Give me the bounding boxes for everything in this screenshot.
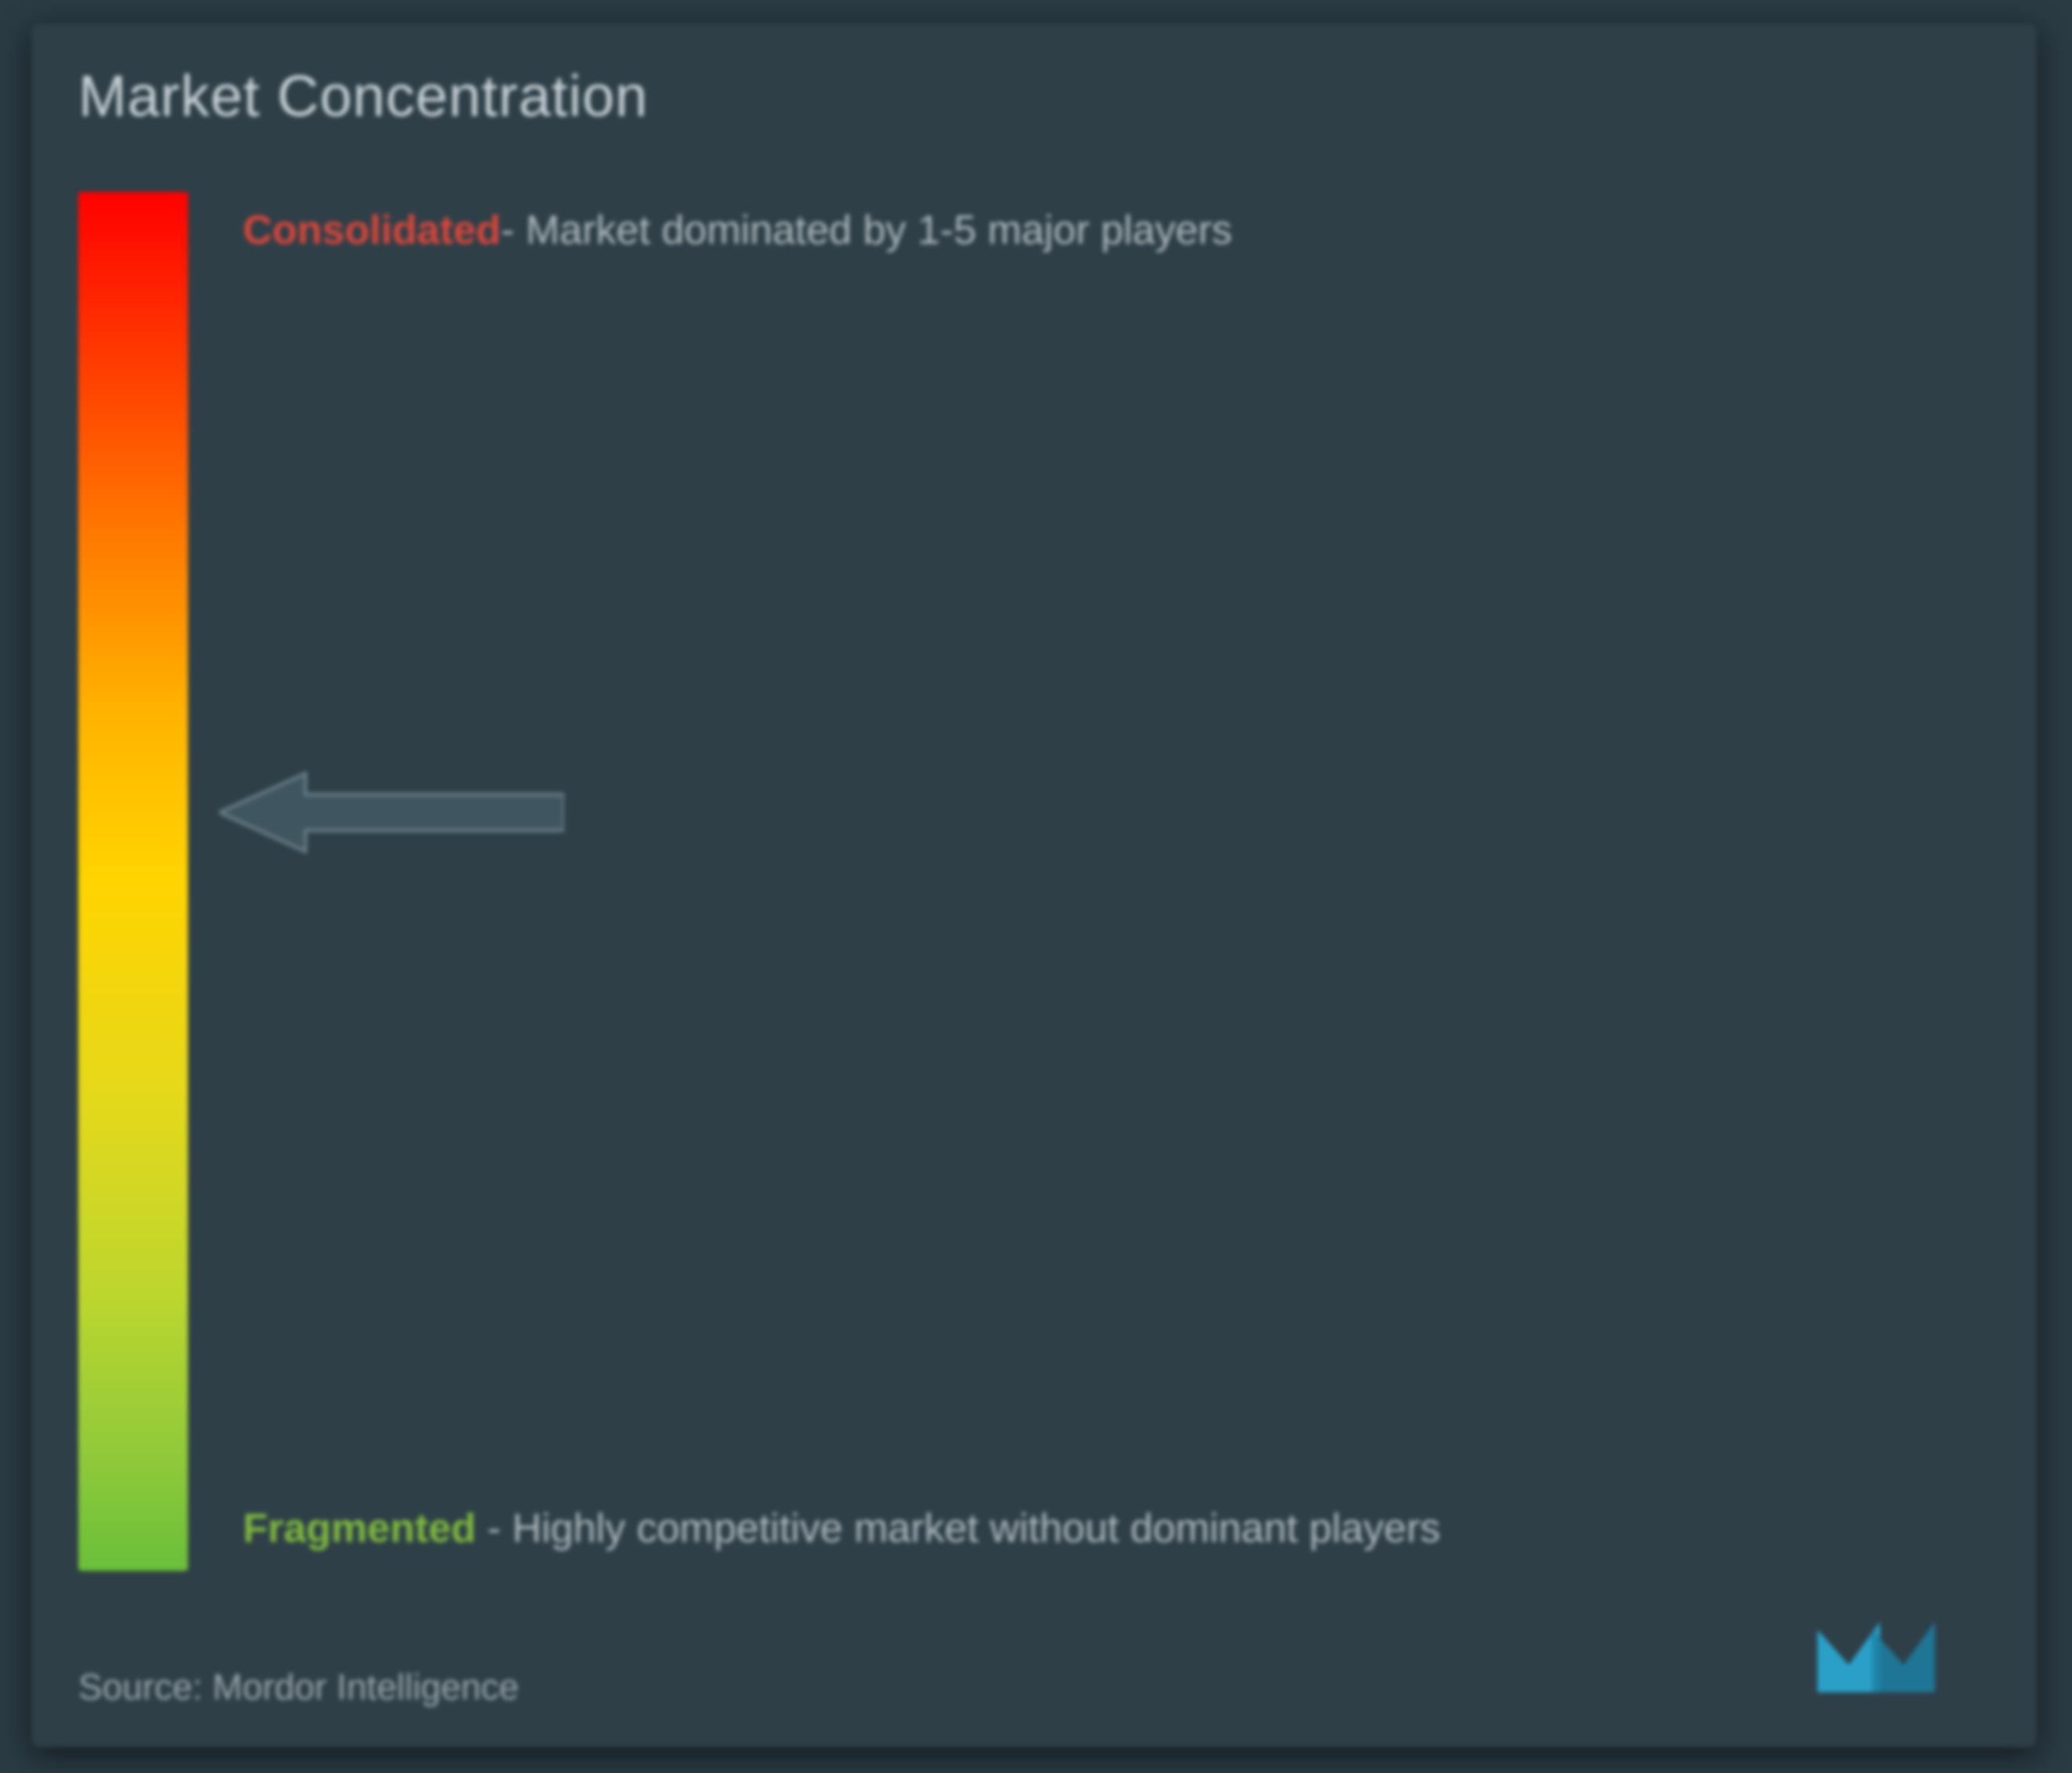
- consolidated-desc: - Market dominated by 1-5 major players: [501, 208, 1232, 253]
- fragmented-desc: - Highly competitive market without domi…: [476, 1506, 1441, 1551]
- consolidated-keyword: Consolidated: [243, 208, 501, 253]
- indicator-arrow: [219, 769, 564, 856]
- arrow-shape: [219, 773, 564, 852]
- source-attribution: Source: Mordor Intelligence: [78, 1666, 519, 1708]
- concentration-gradient-bar: [78, 192, 188, 1571]
- market-concentration-card: Market Concentration Consolidated- Marke…: [31, 24, 2037, 1747]
- fragmented-keyword: Fragmented: [243, 1506, 476, 1551]
- consolidated-label: Consolidated- Market dominated by 1-5 ma…: [243, 200, 1958, 261]
- fragmented-label: Fragmented - Highly competitive market w…: [243, 1494, 1958, 1563]
- content-row: Consolidated- Market dominated by 1-5 ma…: [78, 192, 1990, 1571]
- labels-column: Consolidated- Market dominated by 1-5 ma…: [188, 192, 1990, 1571]
- arrow-icon: [219, 769, 564, 856]
- card-title: Market Concentration: [78, 63, 1990, 129]
- mordor-logo: [1810, 1606, 1943, 1700]
- logo-icon: [1810, 1606, 1943, 1700]
